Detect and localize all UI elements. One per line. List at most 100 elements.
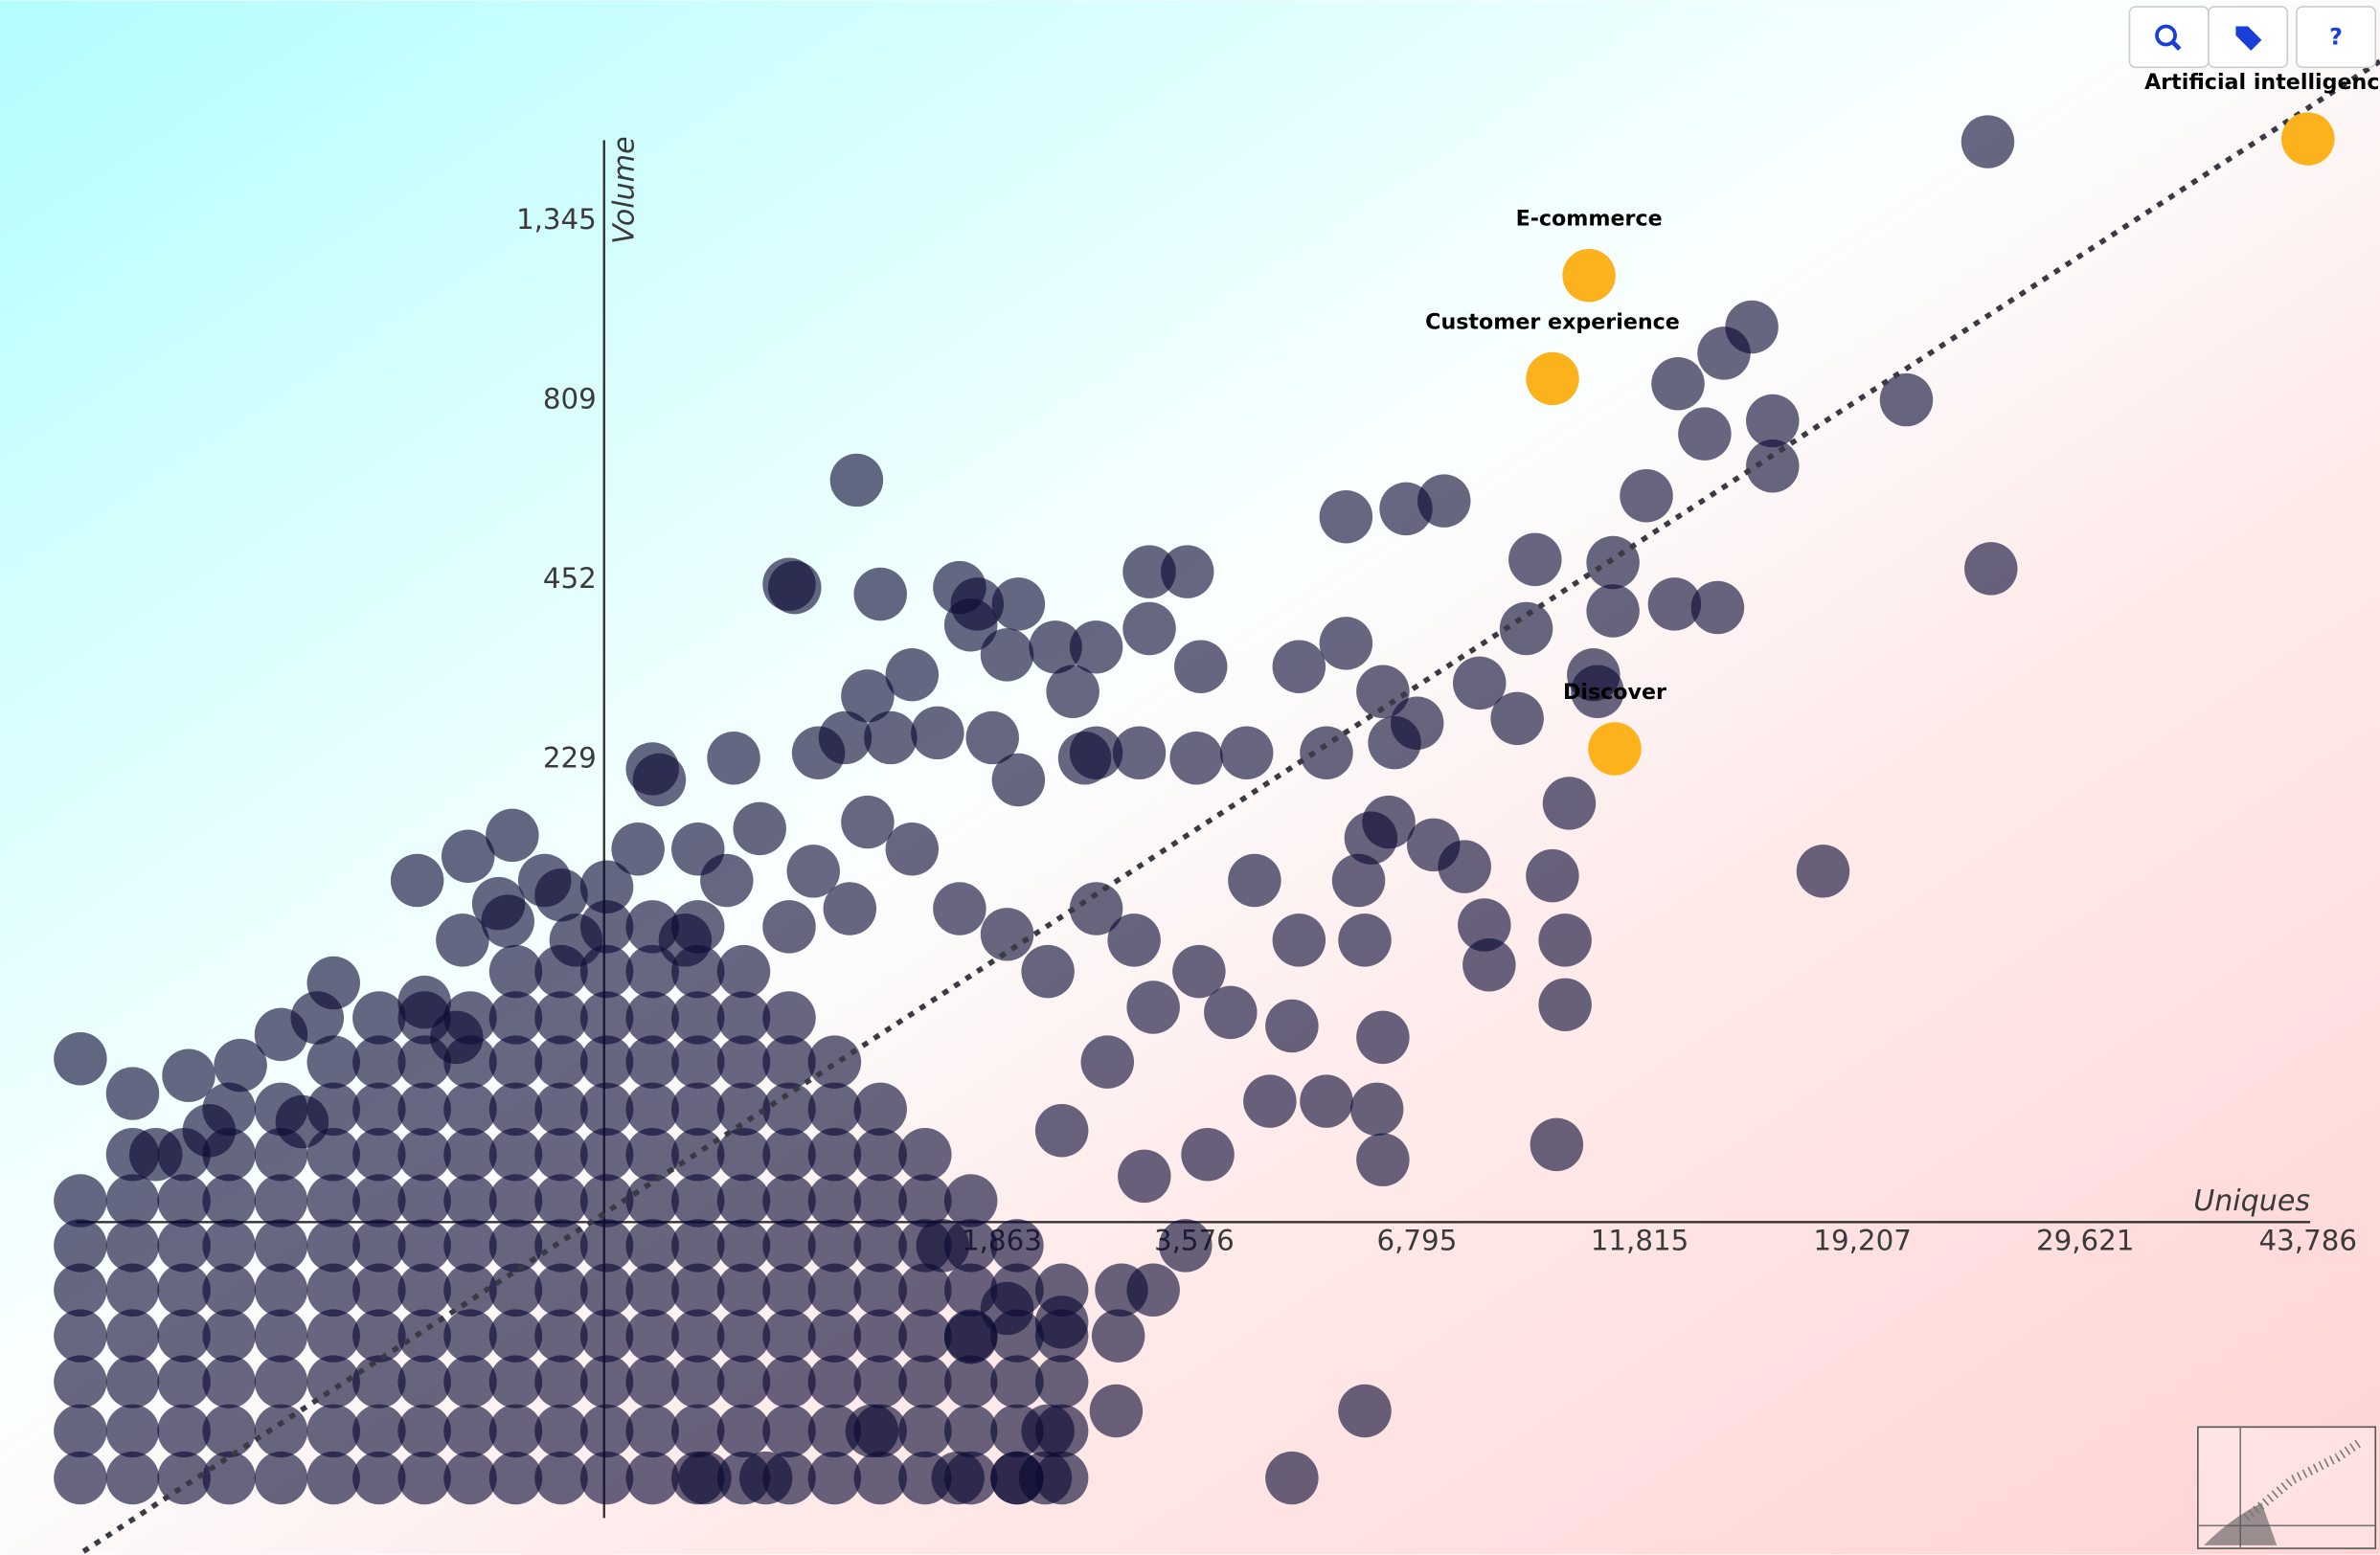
- point: [157, 1309, 211, 1363]
- point: [1319, 617, 1373, 670]
- point: [853, 1219, 907, 1273]
- point: [632, 753, 687, 807]
- point: [1300, 726, 1353, 780]
- point: [579, 1404, 634, 1458]
- point: [488, 1128, 543, 1182]
- point: [1338, 1384, 1392, 1438]
- point: [534, 991, 588, 1045]
- point: [762, 1309, 816, 1363]
- point: [534, 1404, 588, 1458]
- point: [807, 1404, 862, 1458]
- point: [1181, 1128, 1235, 1182]
- point: [807, 1309, 862, 1363]
- point: [991, 753, 1046, 807]
- point: [807, 1128, 862, 1182]
- point: [898, 1174, 952, 1228]
- point: [1126, 980, 1180, 1034]
- point: [579, 1174, 634, 1228]
- point: [579, 860, 634, 913]
- toolbar: ?: [2128, 6, 2377, 69]
- point: [933, 882, 986, 935]
- point: [105, 1355, 160, 1409]
- point: [625, 1263, 679, 1318]
- point: [306, 1355, 360, 1409]
- point: [182, 1104, 237, 1158]
- point: [534, 1082, 588, 1137]
- point: [534, 1219, 588, 1273]
- point: [716, 1035, 771, 1089]
- point: [1356, 1010, 1410, 1065]
- points: [54, 115, 2018, 1505]
- point: [671, 991, 725, 1045]
- point: [517, 853, 572, 908]
- point: [202, 1309, 256, 1363]
- point: [397, 1404, 451, 1458]
- point: [1021, 1404, 1075, 1458]
- point: [1331, 853, 1386, 908]
- point: [625, 1355, 679, 1409]
- point: [853, 1309, 907, 1363]
- point: [1118, 1149, 1171, 1204]
- point: [54, 1451, 107, 1505]
- point: [579, 1128, 634, 1182]
- point: [716, 1404, 771, 1458]
- point: [579, 1082, 634, 1137]
- point: [486, 808, 539, 863]
- point: [443, 1128, 497, 1182]
- point: [534, 1263, 588, 1318]
- point: [1438, 840, 1491, 893]
- point: [1499, 601, 1553, 656]
- point: [471, 876, 526, 931]
- zoom-button[interactable]: [2128, 6, 2210, 69]
- point: [671, 1404, 725, 1458]
- point: [671, 1219, 725, 1273]
- point: [397, 1451, 451, 1505]
- point: [1417, 474, 1471, 528]
- point: [534, 1128, 588, 1182]
- help-button[interactable]: [2296, 6, 2377, 69]
- point-label: Discover: [1563, 680, 1666, 705]
- point: [579, 1263, 634, 1318]
- point: [105, 1451, 160, 1505]
- point: [807, 1082, 862, 1137]
- point: [352, 1219, 406, 1273]
- point: [162, 1048, 215, 1102]
- point: [105, 1174, 160, 1228]
- y-axis-title: Volume: [607, 136, 641, 244]
- point: [931, 1451, 985, 1505]
- point: [1243, 1074, 1297, 1128]
- point: [488, 1404, 543, 1458]
- point: [1526, 351, 1579, 406]
- point: [716, 1082, 771, 1137]
- point: [488, 1355, 543, 1409]
- point: [202, 1355, 256, 1409]
- point: [853, 1082, 907, 1137]
- point: [1338, 913, 1392, 967]
- point: [306, 1219, 360, 1273]
- point: [352, 1451, 406, 1505]
- point: [397, 1309, 451, 1363]
- point: [898, 1404, 952, 1458]
- point: [1272, 640, 1326, 693]
- point: [1160, 545, 1214, 598]
- point: [762, 1174, 816, 1228]
- minimap: [2197, 1426, 2377, 1549]
- point: [390, 853, 444, 908]
- point-label: Customer experience: [1425, 309, 1680, 334]
- point: [254, 1355, 308, 1409]
- point: [1562, 248, 1616, 303]
- point: [716, 1263, 771, 1318]
- point: [762, 1404, 816, 1458]
- point: [1620, 468, 1673, 523]
- point: [990, 1355, 1044, 1409]
- point: [579, 1309, 634, 1363]
- y-tick-label: 1,345: [516, 203, 597, 236]
- point: [671, 1309, 725, 1363]
- point: [980, 628, 1034, 682]
- point: [306, 1128, 360, 1182]
- point: [105, 1219, 160, 1273]
- point: [716, 1309, 771, 1363]
- point: [397, 1082, 451, 1137]
- point: [611, 823, 665, 876]
